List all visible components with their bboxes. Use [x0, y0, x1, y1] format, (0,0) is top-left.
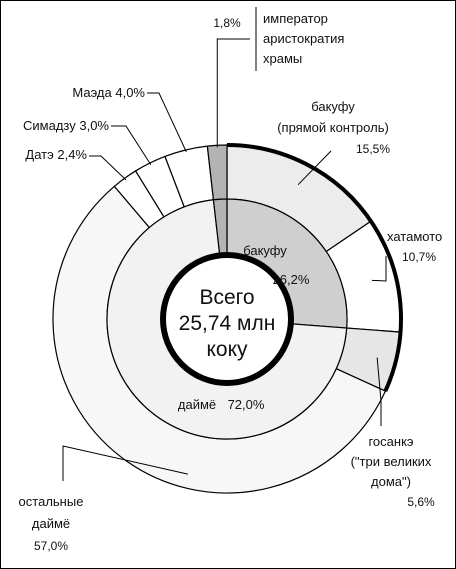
- outer-label-gosanke-3: дома"): [371, 474, 411, 489]
- leader-line-date: [89, 155, 127, 181]
- outer-label-shimazu: Симадзу 3,0%: [23, 118, 109, 133]
- inner-label-bakufu: бакуфу: [243, 243, 287, 258]
- outer-label-hatamoto: хатамото: [387, 229, 442, 244]
- outer-label-gosanke-1: госанкэ: [368, 434, 413, 449]
- center-label: Всего 25,74 млн коку: [179, 286, 276, 361]
- leader-line-shimazu: [111, 125, 152, 166]
- center-label-line-3: коку: [206, 338, 248, 361]
- outer-value-other-daimyo: 57,0%: [34, 539, 68, 553]
- outer-label-emperor-3: храмы: [263, 51, 302, 66]
- outer-label-gosanke-2: ("три великих: [351, 454, 432, 469]
- inner-label-daimyo: даймё: [178, 397, 216, 412]
- inner-value-bakufu: 26,2%: [273, 272, 310, 287]
- outer-ring-bold-edge: [226, 143, 403, 392]
- outer-value-bakufu-direct: 15,5%: [356, 142, 390, 156]
- leader-line-bakufu-direct: [297, 150, 332, 186]
- slice-labels: бакуфу 26,2% даймё 72,0% бакуфу (прямой контр…: [19, 7, 442, 553]
- leader-line-gosanke: [376, 357, 382, 426]
- outer-label-other-daimyo-1: остальные: [19, 494, 84, 509]
- outer-label-maeda: Маэда 4,0%: [72, 85, 145, 100]
- center-label-line-2: 25,74 млн: [179, 312, 276, 335]
- leader-line-hatamoto: [371, 256, 387, 282]
- center-label-line-1: Всего: [199, 286, 254, 309]
- outer-label-bakufu-direct-2: (прямой контроль): [277, 120, 389, 135]
- center-disc: [160, 252, 294, 386]
- leader-line-maeda: [147, 92, 187, 153]
- inner-value-daimyo: 72,0%: [228, 397, 265, 412]
- outer-value-emperor: 1,8%: [213, 16, 241, 30]
- outer-label-other-daimyo-2: даймё: [32, 516, 70, 531]
- outer-value-gosanke: 5,6%: [407, 495, 435, 509]
- outer-value-hatamoto: 10,7%: [402, 250, 436, 264]
- leader-line-other-daimyo: [62, 445, 188, 481]
- outer-label-bakufu-direct-1: бакуфу: [311, 99, 355, 114]
- outer-label-emperor-1: император: [263, 11, 328, 26]
- outer-label-date: Датэ 2,4%: [25, 147, 87, 162]
- leader-line-emperor: [216, 38, 250, 148]
- outer-label-emperor-2: аристократия: [263, 31, 344, 46]
